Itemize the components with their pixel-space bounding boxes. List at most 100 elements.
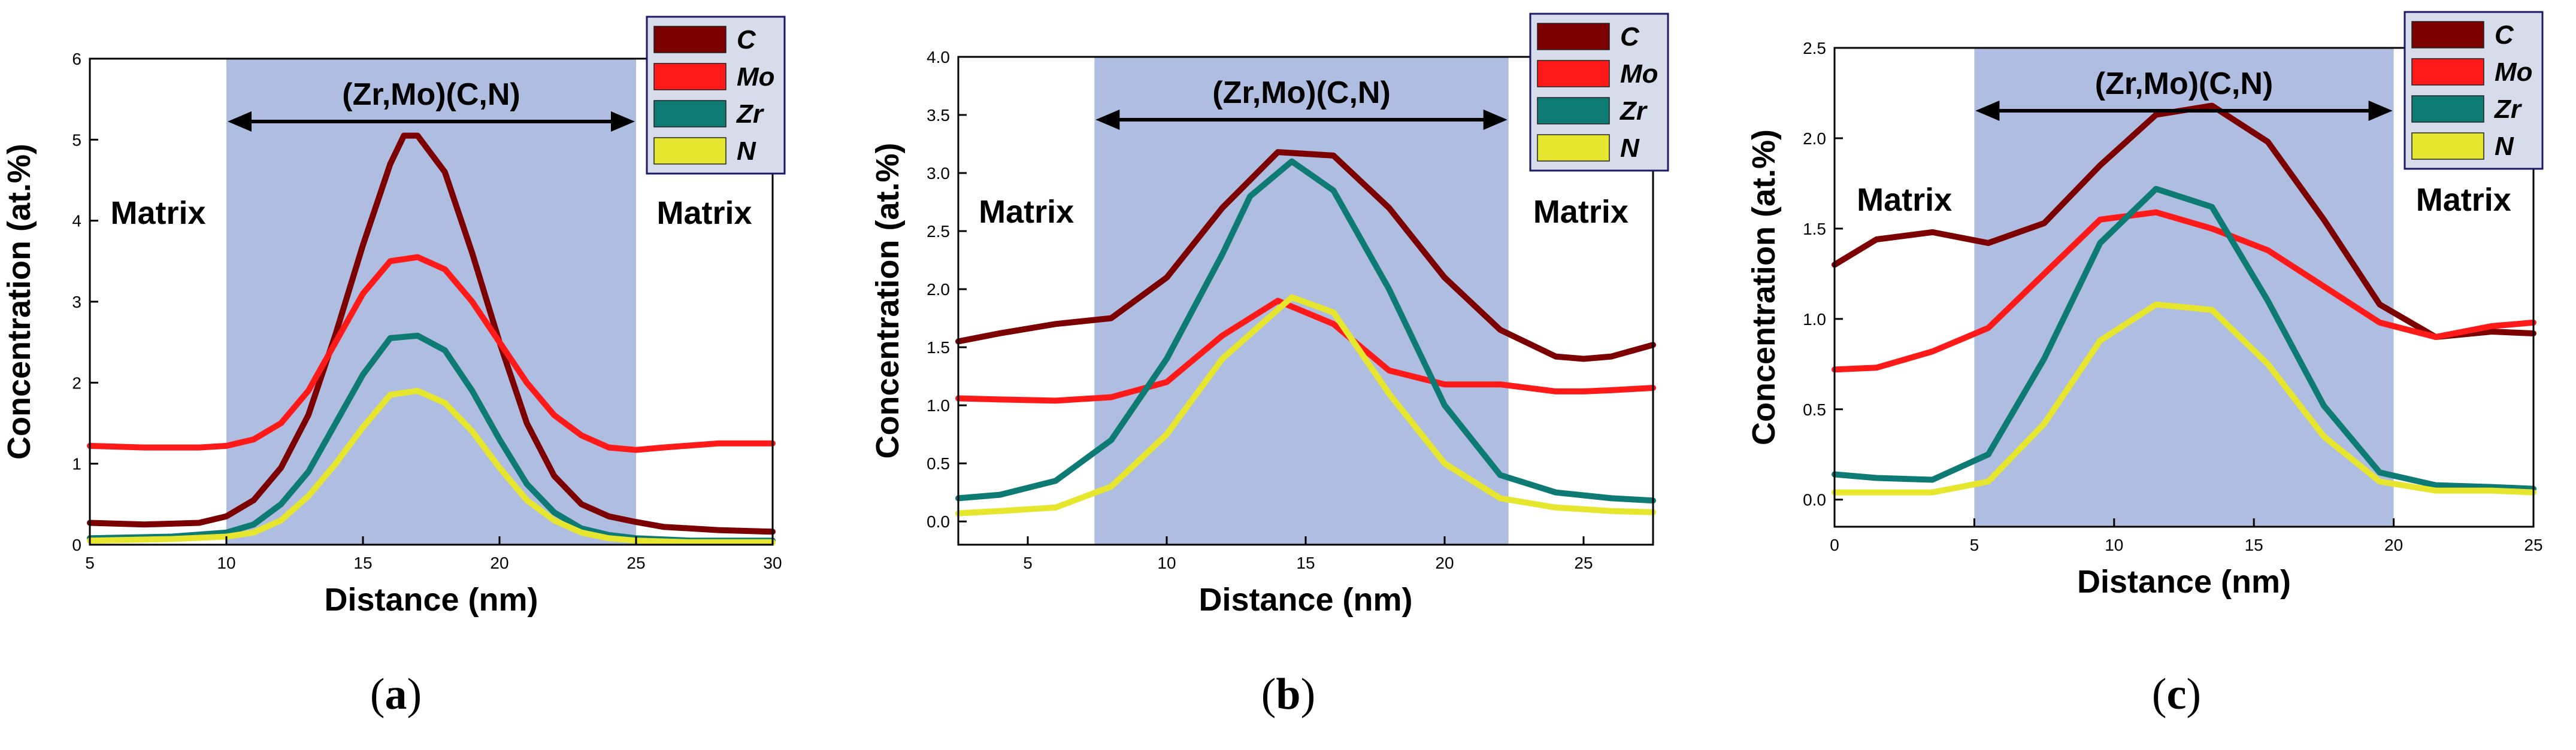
chart-panel-c: 0.0 0.5 1.0 1.5 2.0 2.5 0 5 10 15 20 25 Distance (nm… (1746, 11, 2544, 600)
legend-swatch-N-b (1537, 134, 1610, 162)
legend-b: C Mo Zr N (1529, 13, 1669, 172)
plot-frame-c (1833, 47, 2535, 528)
precipitate-label-a: (Zr,Mo)(C,N) (342, 77, 520, 112)
precipitate-label-b: (Zr,Mo)(C,N) (1212, 75, 1390, 110)
series-Mo-line-c (1832, 209, 2536, 373)
matrix-label-right-c: Matrix (2416, 182, 2511, 218)
ytick-label-a: 3 (72, 293, 81, 311)
xtick-label-c: 10 (2105, 536, 2123, 554)
xtick-label-b: 10 (1157, 554, 1176, 572)
xtick-label-a: 10 (217, 554, 235, 572)
precipitate-label-c: (Zr,Mo)(C,N) (2095, 66, 2273, 101)
ytick-label-a: 4 (72, 212, 81, 230)
series-Zr-line-a (87, 332, 776, 544)
ytick-label-c: 2.0 (1803, 129, 1826, 148)
matrix-label-right-a: Matrix (656, 195, 752, 231)
ytick-label-c: 1.5 (1803, 220, 1826, 238)
matrix-label-right-b: Matrix (1533, 194, 1628, 230)
xtick-label-c: 25 (2524, 536, 2542, 554)
arrow-head-left-a (228, 111, 252, 132)
ytick-label-a: 5 (72, 130, 81, 149)
y-axis-label-c: Concentration (at.%) (1746, 129, 1782, 445)
arrow-head-right-a (611, 111, 635, 132)
legend-swatch-Mo-c (2411, 58, 2484, 86)
ytick-label-c: 2.5 (1803, 39, 1826, 57)
ytick-label-b: 1.0 (927, 396, 950, 415)
xtick-label-a: 20 (490, 554, 508, 572)
caption-b-letter: b (1276, 670, 1301, 719)
arrow-head-left-c (1975, 101, 2000, 121)
xtick-label-c: 5 (1970, 536, 1979, 554)
xtick-label-a: 15 (353, 554, 372, 572)
matrix-label-left-a: Matrix (110, 195, 205, 231)
ytick-label-b: 0.5 (927, 454, 950, 473)
xtick-label-c: 0 (1830, 536, 1839, 554)
caption-a-letter: a (385, 670, 407, 719)
matrix-label-left-c: Matrix (1857, 182, 1952, 218)
ytick-label-a: 0 (72, 536, 81, 554)
legend-label-N-c: N (2495, 132, 2514, 161)
series-C-line-a (87, 132, 776, 535)
xtick-label-b: 15 (1296, 554, 1315, 572)
legend-c: C Mo Zr N (2404, 11, 2544, 170)
legend-swatch-C-a (653, 26, 727, 53)
legend-label-C-a: C (737, 25, 756, 54)
x-axis-label-b: Distance (nm) (1198, 582, 1412, 618)
legend-label-Mo-b: Mo (1620, 59, 1658, 89)
x-axis-label-a: Distance (nm) (324, 582, 538, 618)
ytick-label-a: 2 (72, 374, 81, 392)
legend-swatch-C-b (1537, 23, 1610, 50)
legend-swatch-Zr-c (2411, 95, 2484, 123)
arrow-head-right-c (2368, 101, 2393, 121)
legend-label-Zr-a: Zr (735, 99, 765, 129)
series-Mo-line-b (955, 297, 1656, 404)
legend-a: C Mo Zr N (646, 16, 786, 175)
y-axis-label-a: Concentration (at.%) (1, 144, 37, 460)
xtick-label-b: 25 (1574, 554, 1593, 572)
xtick-label-b: 20 (1435, 554, 1454, 572)
ytick-label-b: 1.5 (927, 338, 950, 357)
legend-label-Zr-c: Zr (2493, 95, 2523, 124)
arrow-head-left-b (1095, 110, 1120, 130)
ytick-label-b: 2.5 (927, 222, 950, 241)
series-N-line-c (1832, 301, 2536, 496)
caption-b-open: ( (1261, 670, 1276, 719)
chart-panel-b: 0.0 0.5 1.0 1.5 2.0 2.5 3.0 3.5 4.0 5 10 15 20 25 Dist… (870, 13, 1669, 618)
xtick-label-b: 5 (1023, 554, 1033, 572)
ytick-label-b: 3.5 (927, 106, 950, 125)
arrow-head-right-b (1483, 110, 1508, 130)
legend-label-Mo-a: Mo (737, 62, 775, 92)
caption-b: (b) (1228, 669, 1348, 720)
xtick-label-c: 20 (2384, 536, 2403, 554)
ytick-label-c: 0.0 (1803, 491, 1826, 509)
y-axis-label-b: Concentration (at.%) (870, 142, 906, 458)
series-Mo-line-a (87, 254, 776, 453)
legend-swatch-C-c (2411, 21, 2484, 48)
matrix-label-left-b: Matrix (979, 194, 1074, 230)
caption-b-close: ) (1300, 670, 1316, 719)
precipitate-region-a (226, 59, 636, 545)
legend-swatch-N-c (2411, 132, 2484, 160)
legend-label-C-b: C (1620, 22, 1640, 51)
ytick-label-b: 4.0 (927, 48, 950, 66)
caption-a: (a) (336, 669, 456, 720)
legend-label-C-c: C (2495, 20, 2514, 50)
ytick-label-c: 1.0 (1803, 310, 1826, 329)
chart-panel-a: 0 1 2 3 4 5 6 5 10 15 20 25 30 Distance (nm) Concentra… (1, 16, 786, 618)
caption-c-close: ) (2186, 670, 2202, 719)
legend-label-N-a: N (737, 136, 756, 166)
ytick-label-b: 3.0 (927, 164, 950, 183)
legend-swatch-Zr-a (653, 100, 727, 127)
caption-a-open: ( (370, 670, 385, 719)
caption-a-close: ) (407, 670, 422, 719)
legend-label-Mo-c: Mo (2495, 57, 2533, 87)
legend-swatch-Zr-b (1537, 97, 1610, 125)
series-C-line-b (955, 149, 1656, 362)
ytick-label-c: 0.5 (1803, 400, 1826, 419)
ytick-label-b: 2.0 (927, 280, 950, 299)
caption-c-letter: c (2166, 670, 2187, 719)
legend-swatch-N-a (653, 137, 727, 165)
precipitate-region-c (1974, 48, 2394, 527)
caption-c: (c) (2117, 669, 2236, 720)
